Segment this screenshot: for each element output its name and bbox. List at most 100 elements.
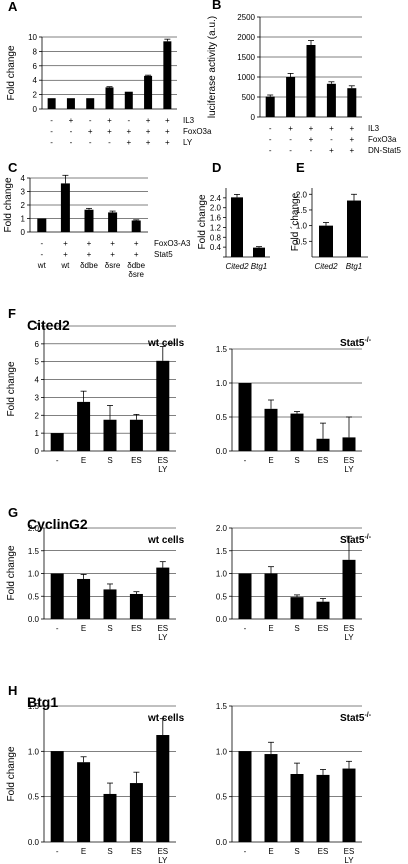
chart-b-ytick-label: 500 [242, 93, 256, 102]
chart-gstat-bar [316, 601, 330, 619]
chart-d-ytick-label: 1.2 [210, 223, 222, 232]
chart-c-condition-label: Stat5 [154, 250, 173, 259]
chart-c-bar [131, 220, 141, 232]
chart-gstat-bar [342, 559, 356, 619]
chart-fwt-ytick-label: 5 [35, 358, 40, 367]
chart-hwt-bar [103, 793, 117, 842]
chart-hwt-bar [50, 751, 64, 842]
chart-b-panel-label: B [212, 0, 221, 12]
chart-c-category-label: wt [60, 261, 70, 270]
chart-d-ytick-label: 0.8 [210, 233, 222, 242]
chart-c-category-label: δsre [128, 270, 144, 279]
chart-a-condition-label: LY [183, 138, 193, 147]
chart-fwt-bar [129, 419, 143, 451]
chart-gwt-subtitle: wt cells [147, 535, 185, 546]
chart-gwt-bar [77, 578, 91, 619]
chart-gwt-ylabel: Fold change [6, 545, 17, 600]
chart-d-bar [231, 197, 243, 257]
chart-a-bar [144, 75, 153, 109]
chart-gstat-ytick-label: 0.0 [216, 615, 228, 624]
chart-a-ytick-label: 8 [33, 47, 38, 56]
chart-gstat-ytick-label: 1.5 [216, 547, 228, 556]
chart-gstat-category-label: S [294, 624, 299, 633]
chart-gwt-title: CyclinG2 [27, 516, 88, 532]
chart-a-condition-mark: + [165, 116, 170, 125]
chart-a-condition-mark: - [50, 116, 53, 125]
chart-hstat-category-label: S [294, 847, 299, 856]
chart-hwt-bar [77, 762, 91, 842]
chart-d-category-label: Cited2 [225, 262, 249, 271]
chart-c-ytick-label: 2 [21, 201, 26, 210]
chart-c-condition-mark: + [87, 239, 92, 248]
chart-b-condition-mark: + [309, 124, 314, 133]
chart-fwt-ytick-label: 7 [35, 322, 40, 331]
chart-hstat-category-label: E [268, 847, 273, 856]
chart-hstat-category-label: - [244, 847, 247, 856]
chart-e-category-label: Btg1 [346, 262, 362, 271]
chart-gwt-bar [50, 573, 64, 619]
chart-c-panel-label: C [8, 160, 18, 175]
chart-gwt-bar [129, 593, 143, 619]
chart-b-condition-label: IL3 [368, 124, 380, 133]
chart-gstat-subtitle: Stat5-/- [340, 534, 372, 546]
chart-fstat-ytick-label: 1.0 [216, 379, 228, 388]
chart-gwt-bar [103, 589, 117, 619]
chart-hwt-title: Btg1 [27, 694, 58, 710]
chart-c-category-label: δsre [105, 261, 121, 270]
chart-hwt-bar [156, 735, 170, 842]
chart-gstat-ytick-label: 0.5 [216, 592, 228, 601]
chart-c-condition-mark: + [134, 250, 139, 259]
chart-a-ytick-label: 0 [33, 105, 38, 114]
chart-fstat-bar [290, 413, 304, 451]
chart-gstat-bar [290, 597, 304, 619]
chart-d-ytick-label: 2.0 [210, 204, 222, 213]
chart-b-bar [347, 88, 357, 117]
chart-b-bar [326, 83, 336, 117]
chart-fwt-bar [50, 433, 64, 451]
chart-hwt-subtitle: wt cells [147, 713, 185, 724]
chart-c-bar [84, 209, 94, 232]
chart-gwt-category-label: ES [157, 624, 168, 633]
chart-hwt-category-label: S [107, 847, 112, 856]
chart-b-condition-mark: - [269, 135, 272, 144]
chart-a-condition-mark: + [107, 127, 112, 136]
chart-a-bar [105, 87, 114, 109]
chart-gstat-ytick-label: 1.0 [216, 570, 228, 579]
chart-a-bar [66, 98, 75, 109]
chart-b-condition-mark: + [349, 124, 354, 133]
chart-b-condition-mark: + [329, 124, 334, 133]
chart-hstat-bar [264, 754, 278, 842]
chart-e-ytick-label: 1.5 [296, 206, 308, 215]
chart-c-ytick-label: 0 [21, 228, 26, 237]
chart-fstat-bar [264, 408, 278, 451]
chart-b-ytick-label: 1500 [237, 53, 255, 62]
chart-gwt-panel-label: G [8, 505, 18, 520]
chart-fwt-ytick-label: 6 [35, 340, 40, 349]
chart-e-bar [319, 225, 333, 257]
chart-hstat-category-label: LY [344, 856, 354, 864]
chart-a-bar [47, 98, 56, 109]
chart-e-ylabel: Fold ´change [289, 192, 301, 251]
chart-e-ytick-label: 1.0 [296, 222, 308, 231]
chart-b-condition-mark: + [309, 135, 314, 144]
chart-a-condition-mark: - [127, 116, 130, 125]
chart-fwt-title: Cited2 [27, 317, 70, 333]
chart-a-condition-mark: + [146, 127, 151, 136]
chart-e-bar [347, 200, 361, 257]
chart-b-condition-mark: - [330, 135, 333, 144]
chart-fstat-category-label: ES [344, 456, 355, 465]
chart-hstat-ytick-label: 1.0 [216, 747, 228, 756]
chart-a-ytick-label: 10 [28, 33, 37, 42]
chart-b-ylabel: luciferase activity (a.u.) [207, 16, 218, 118]
chart-a-condition-label: FoxO3a [183, 127, 212, 136]
chart-gstat-category-label: - [244, 624, 247, 633]
chart-fwt-ytick-label: 2 [35, 411, 40, 420]
chart-fstat-bar [238, 383, 252, 451]
chart-a-condition-mark: - [70, 138, 73, 147]
chart-gwt-ytick-label: 1.5 [28, 547, 40, 556]
chart-d-ytick-label: 1.6 [210, 214, 222, 223]
chart-b-condition-label: FoxO3a [368, 135, 397, 144]
chart-fwt-category-label: S [107, 456, 112, 465]
chart-c-ytick-label: 4 [21, 174, 26, 183]
chart-a-condition-mark: + [146, 116, 151, 125]
